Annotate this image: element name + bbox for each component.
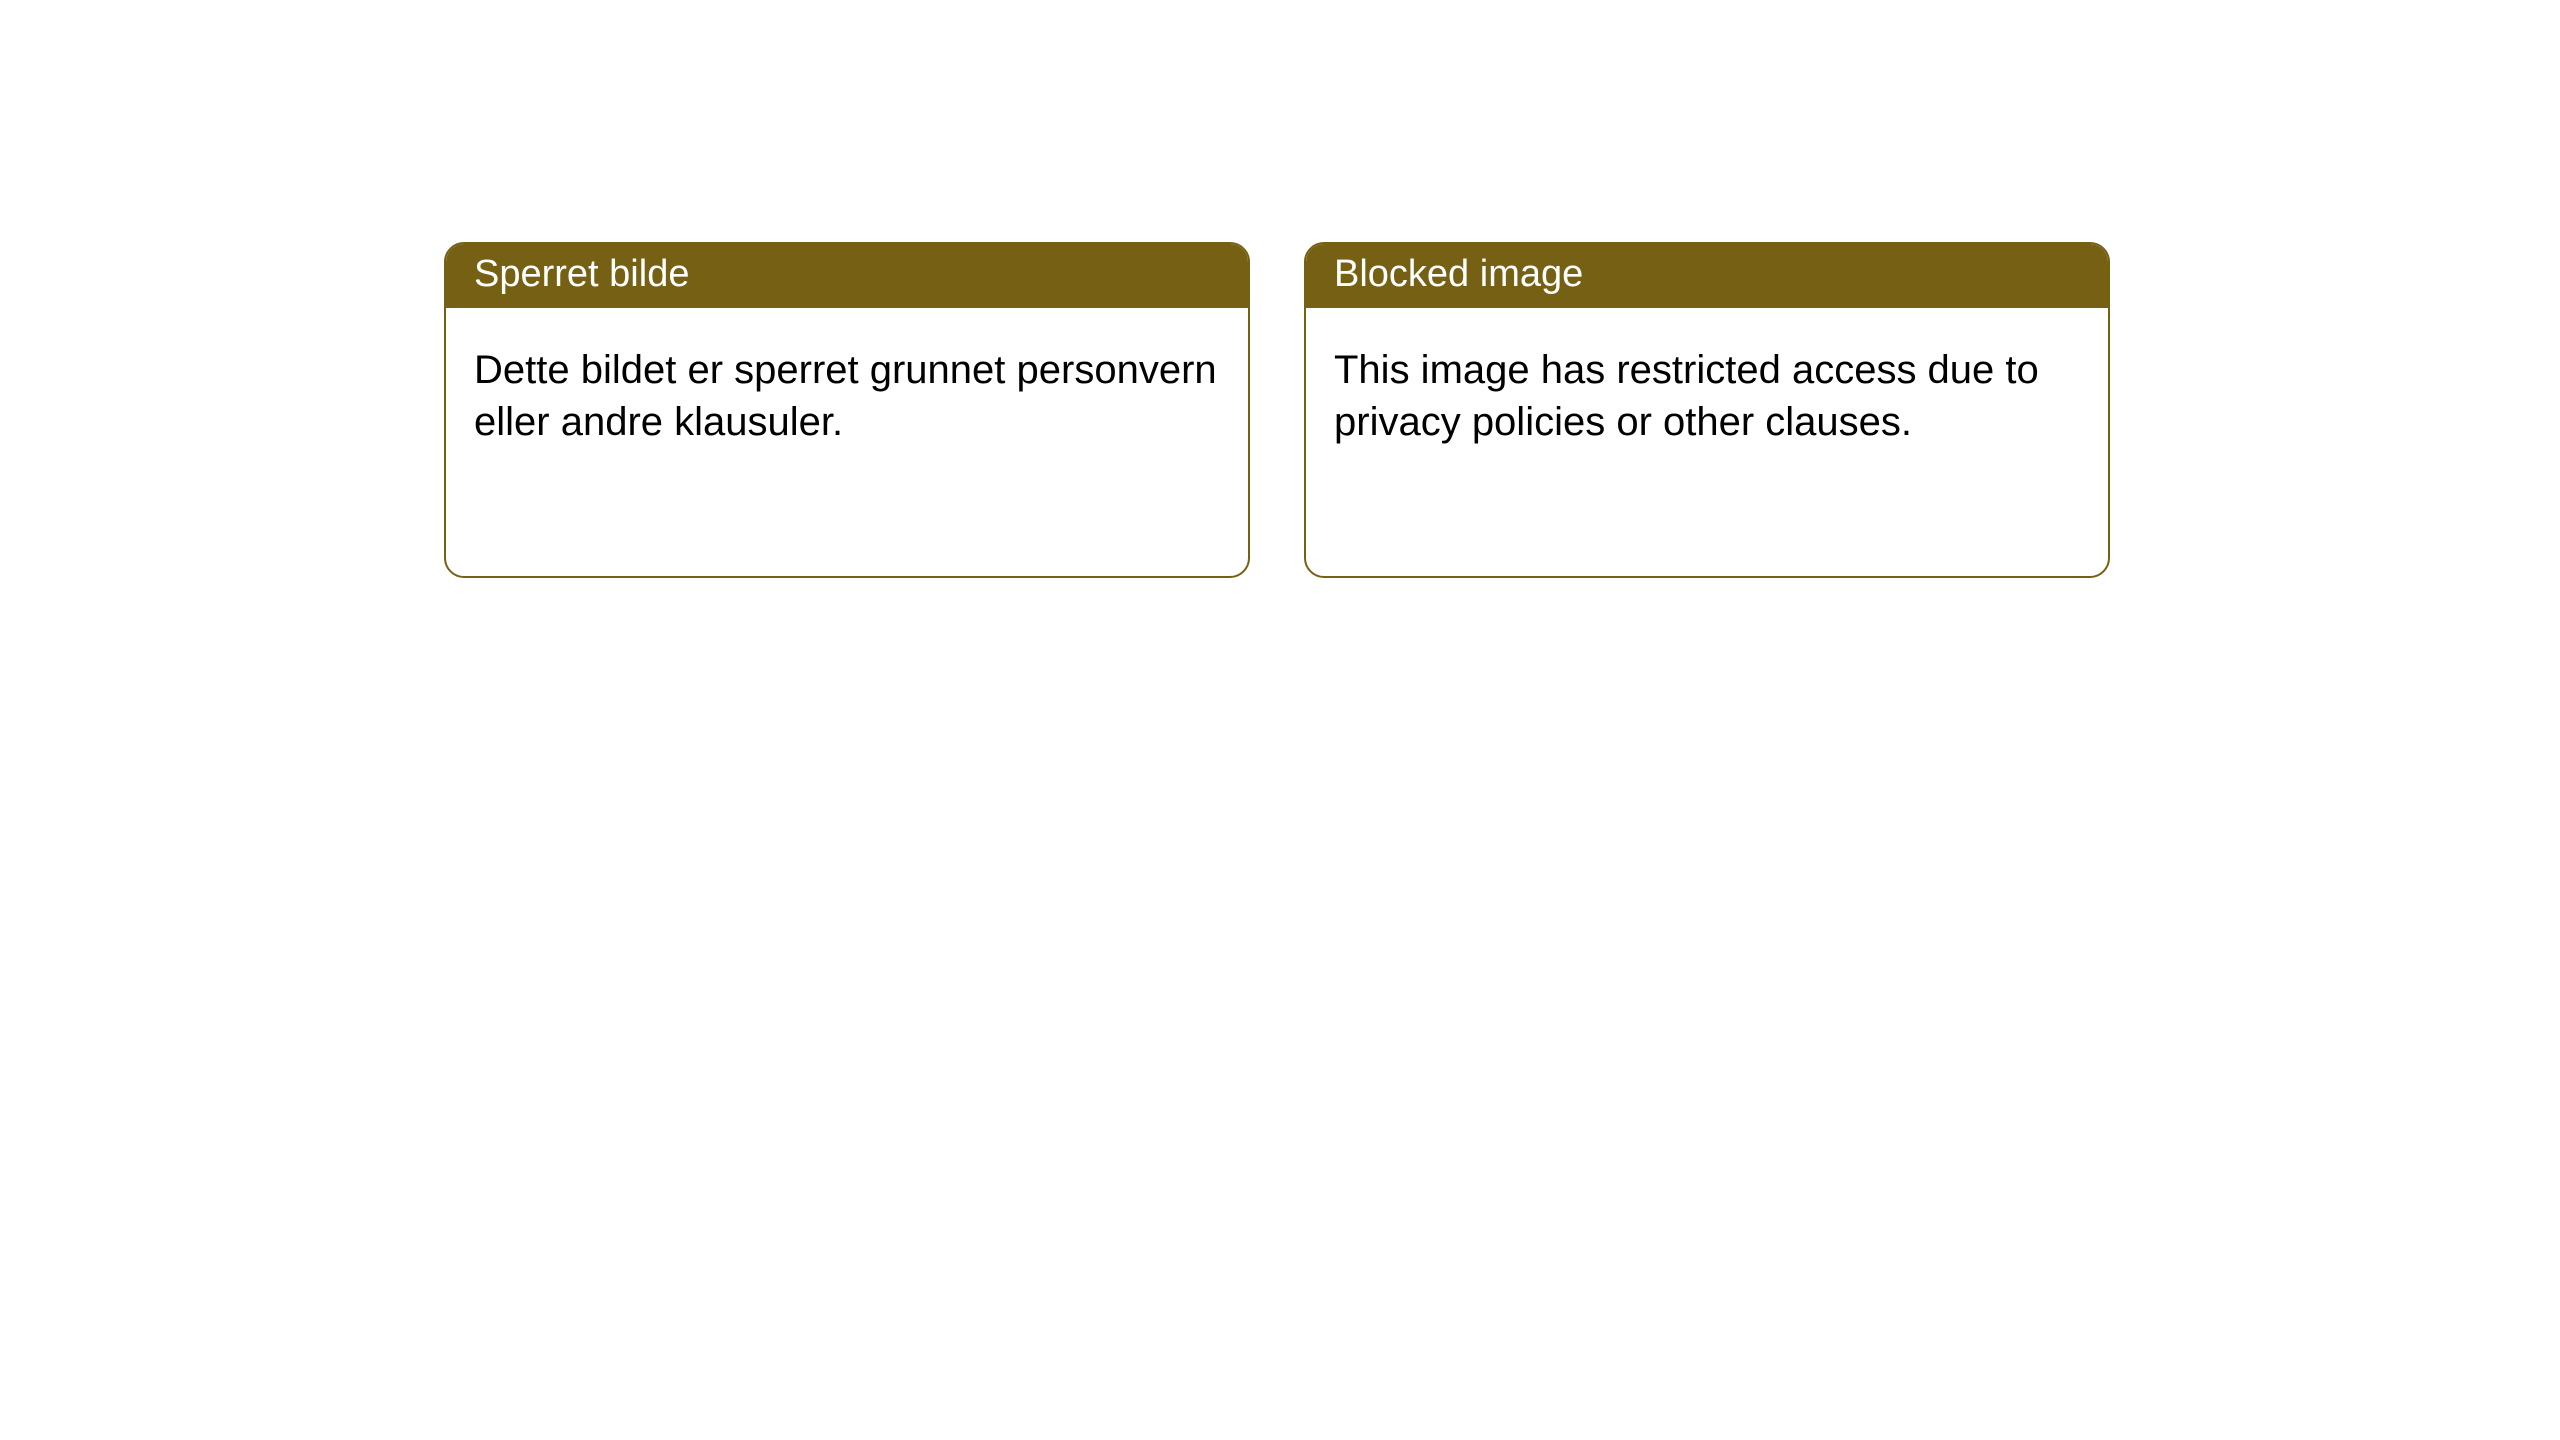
card-body-text: Dette bildet er sperret grunnet personve… <box>474 348 1217 444</box>
card-body-text: This image has restricted access due to … <box>1334 348 2039 444</box>
card-title: Sperret bilde <box>474 253 689 295</box>
card-header: Blocked image <box>1306 244 2108 308</box>
card-body: Dette bildet er sperret grunnet personve… <box>446 308 1248 484</box>
card-title: Blocked image <box>1334 253 1583 295</box>
card-header: Sperret bilde <box>446 244 1248 308</box>
blocked-image-card-en: Blocked image This image has restricted … <box>1304 242 2110 578</box>
blocked-image-card-no: Sperret bilde Dette bildet er sperret gr… <box>444 242 1250 578</box>
card-body: This image has restricted access due to … <box>1306 308 2108 484</box>
notice-cards-container: Sperret bilde Dette bildet er sperret gr… <box>0 0 2560 578</box>
